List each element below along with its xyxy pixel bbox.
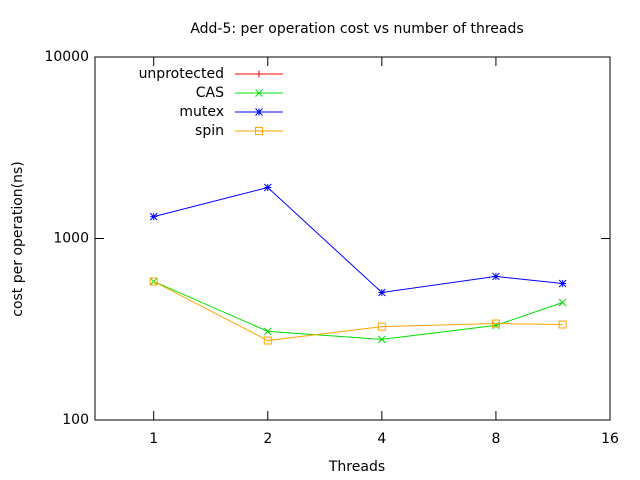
marker bbox=[255, 108, 263, 116]
series-line bbox=[153, 186, 563, 294]
marker bbox=[255, 70, 263, 78]
marker bbox=[492, 272, 500, 281]
marker bbox=[149, 212, 158, 221]
y-tick-label: 1000 bbox=[53, 231, 89, 247]
marker bbox=[255, 89, 263, 97]
x-tick-label: 2 bbox=[263, 431, 272, 447]
marker bbox=[255, 127, 263, 135]
chart-title: Add-5: per operation cost vs number of t… bbox=[190, 21, 523, 37]
x-tick-label: 8 bbox=[491, 431, 500, 447]
legend-label: CAS bbox=[196, 85, 224, 101]
x-tick-label: 16 bbox=[601, 431, 619, 447]
series-line bbox=[153, 280, 563, 342]
marker bbox=[491, 319, 500, 328]
marker bbox=[149, 277, 158, 286]
x-tick-label: 4 bbox=[377, 431, 386, 447]
marker bbox=[558, 320, 567, 329]
series-line bbox=[153, 280, 563, 340]
legend-label: spin bbox=[195, 123, 224, 139]
x-axis-label: Threads bbox=[328, 459, 385, 475]
marker bbox=[263, 336, 272, 345]
y-axis-label: cost per operation(ns) bbox=[10, 161, 26, 317]
marker bbox=[558, 279, 567, 288]
marker bbox=[263, 183, 272, 192]
legend-label: mutex bbox=[179, 104, 224, 120]
marker bbox=[377, 322, 386, 331]
marker bbox=[377, 288, 386, 297]
plot-frame bbox=[94, 56, 611, 421]
x-tick-label: 1 bbox=[149, 431, 158, 447]
marker bbox=[558, 298, 567, 307]
y-tick-label: 10000 bbox=[44, 49, 89, 65]
marker bbox=[263, 327, 272, 336]
legend-label: unprotected bbox=[139, 66, 224, 82]
marker bbox=[377, 335, 386, 344]
y-tick-label: 100 bbox=[62, 412, 89, 428]
